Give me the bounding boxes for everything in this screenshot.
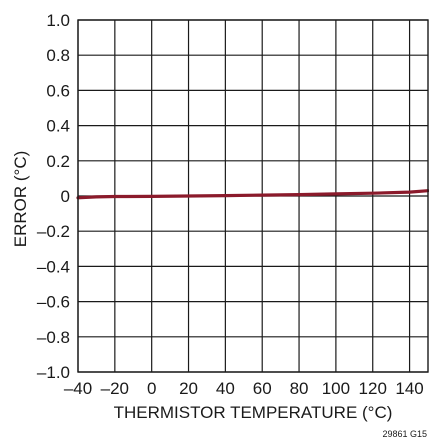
y-tick-label: 0.8 <box>46 46 70 65</box>
y-tick-label: –0.2 <box>37 222 70 241</box>
error-series-line <box>76 189 429 200</box>
y-tick-label: 0.4 <box>46 117 70 136</box>
y-tick-label: –1.0 <box>37 363 70 382</box>
x-tick-label: –20 <box>101 379 129 398</box>
x-tick-label: 100 <box>322 379 350 398</box>
y-tick-label: 1.0 <box>46 11 70 30</box>
x-tick-label: –40 <box>64 379 92 398</box>
y-tick-label: 0 <box>61 187 70 206</box>
y-tick-label: –0.4 <box>37 257 70 276</box>
y-tick-labels: 1.0 0.8 0.6 0.4 0.2 0 –0.2 –0.4 –0.6 –0.8 –1.0 <box>37 11 70 382</box>
series-layer <box>76 189 429 200</box>
x-tick-label: 80 <box>290 379 309 398</box>
x-tick-label: 20 <box>179 379 198 398</box>
x-tick-label: 60 <box>253 379 272 398</box>
x-tick-label: 140 <box>395 379 423 398</box>
y-tick-label: 0.6 <box>46 81 70 100</box>
y-tick-label: –0.8 <box>37 328 70 347</box>
y-tick-label: –0.6 <box>37 293 70 312</box>
x-tick-label: 120 <box>359 379 387 398</box>
figure-id: 29861 G15 <box>382 429 427 439</box>
x-axis-label: THERMISTOR TEMPERATURE (°C) <box>114 403 393 422</box>
x-tick-label: 0 <box>147 379 156 398</box>
y-tick-label: 0.2 <box>46 152 70 171</box>
plot-frame <box>77 19 429 373</box>
x-tick-label: 40 <box>216 379 235 398</box>
x-tick-labels: –40 –20 0 20 40 60 80 100 120 140 <box>64 379 424 398</box>
y-axis-label: ERROR (°C) <box>11 151 30 248</box>
